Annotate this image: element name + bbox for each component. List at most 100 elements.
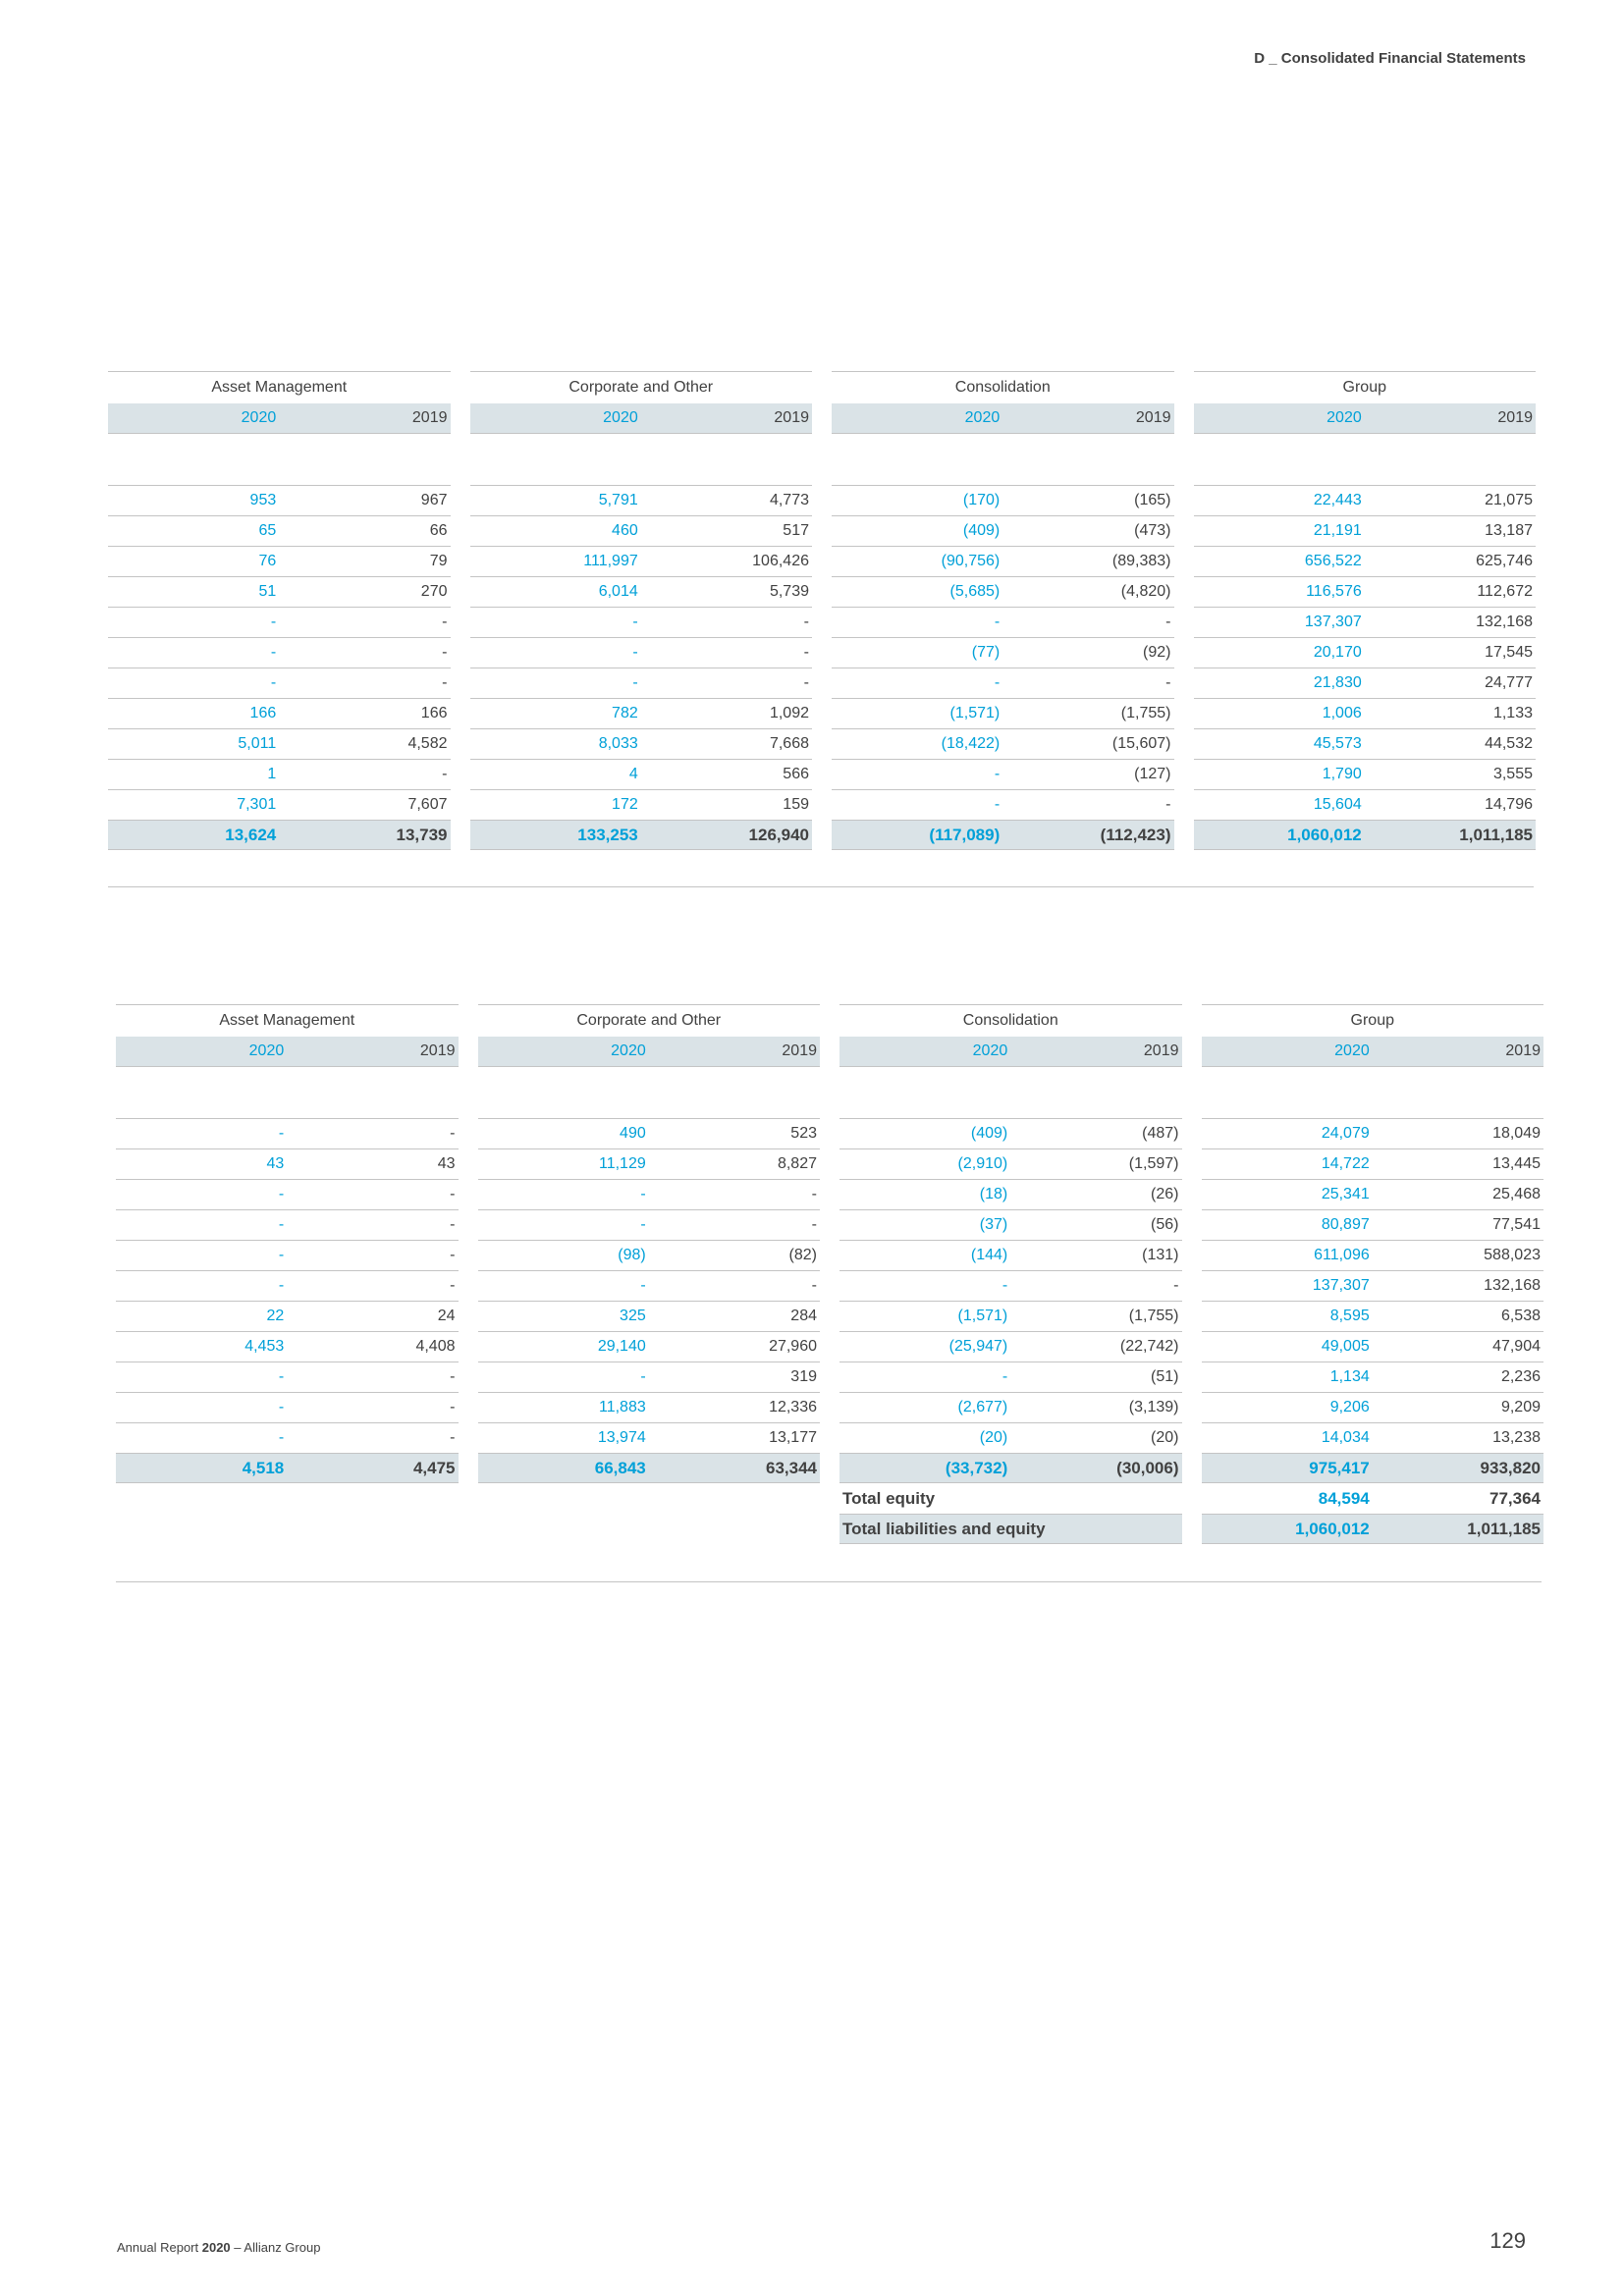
column-gap <box>451 607 470 637</box>
total-cell: 1,011,185 <box>1364 820 1536 850</box>
empty-cell <box>116 1514 839 1544</box>
year-header-row: 2020 2019 2020 2019 2020 2019 2020 2019 <box>108 403 1536 434</box>
total-row: 13,624 13,739 133,253 126,940 (117,089) (112,… <box>108 820 1536 850</box>
value-cell: 43 <box>116 1148 288 1179</box>
value-cell: 7,607 <box>279 789 451 820</box>
value-cell: (5,685) <box>832 576 1003 607</box>
total-equity-label: Total equity <box>842 1488 936 1508</box>
value-cell: 13,177 <box>648 1422 820 1453</box>
value-cell: - <box>648 1209 820 1240</box>
value-cell: - <box>108 607 280 637</box>
value-cell: - <box>832 667 1003 698</box>
value-cell: 517 <box>640 515 812 546</box>
value-cell: (409) <box>839 1118 1011 1148</box>
value-cell: - <box>469 607 641 637</box>
segment-header-consolidation: Consolidation <box>832 371 1174 403</box>
value-cell: (89,383) <box>1002 546 1174 576</box>
year-2019-corporate-and-other: 2019 <box>640 403 812 434</box>
column-gap <box>459 1392 478 1422</box>
total-equity-row: Total equity 84,594 77,364 <box>116 1483 1543 1514</box>
column-gap <box>1174 759 1194 789</box>
column-gap <box>812 789 832 820</box>
value-cell: (20) <box>839 1422 1011 1453</box>
value-cell: 132,168 <box>1372 1270 1543 1301</box>
total-cell: 1,060,012 <box>1193 820 1365 850</box>
assets-segment-table: Asset Management Corporate and Other Conso… <box>108 371 1536 850</box>
total-cell: 933,820 <box>1372 1453 1543 1483</box>
value-cell: 1,133 <box>1364 698 1536 728</box>
spacer-cell <box>108 434 1536 485</box>
value-cell: (165) <box>1002 485 1174 515</box>
value-cell: 45,573 <box>1193 728 1365 759</box>
total-equity-2020: 84,594 <box>1318 1488 1370 1508</box>
table-row: - -490 523 (409) (487) 24,079 18,049 <box>116 1118 1543 1148</box>
value-cell: 4,408 <box>287 1331 459 1362</box>
column-gap <box>820 1037 839 1067</box>
column-gap <box>1174 515 1194 546</box>
value-cell: (22,742) <box>1010 1331 1182 1362</box>
value-cell: 24 <box>287 1301 459 1331</box>
column-gap <box>451 759 470 789</box>
column-gap <box>812 607 832 637</box>
value-cell: (18,422) <box>832 728 1003 759</box>
value-cell: 1,134 <box>1201 1362 1373 1392</box>
year-2020-consolidation: 2020 <box>832 403 1003 434</box>
value-cell: 6,014 <box>469 576 641 607</box>
segment-header-corporate-and-other: Corporate and Other <box>477 1004 820 1037</box>
column-gap <box>451 667 470 698</box>
column-gap <box>1174 789 1194 820</box>
value-cell: (20) <box>1010 1422 1182 1453</box>
column-gap <box>1182 1240 1202 1270</box>
column-gap <box>820 1301 839 1331</box>
spacer-cell <box>116 1067 1543 1118</box>
value-cell: - <box>839 1270 1011 1301</box>
column-gap <box>1182 1483 1202 1514</box>
column-gap <box>820 1148 839 1179</box>
value-cell: - <box>116 1118 288 1148</box>
value-cell: - <box>640 607 812 637</box>
value-cell: 80,897 <box>1201 1209 1373 1240</box>
value-cell: 5,791 <box>469 485 641 515</box>
value-cell: 4,773 <box>640 485 812 515</box>
column-gap <box>459 1301 478 1331</box>
footer-report-suffix: – Allianz Group <box>230 2240 321 2255</box>
column-gap <box>459 1179 478 1209</box>
value-cell: 325 <box>477 1301 649 1331</box>
value-cell: - <box>287 1118 459 1148</box>
value-cell: 8,827 <box>648 1148 820 1179</box>
year-2020-corporate-and-other: 2020 <box>469 403 641 434</box>
value-cell: 14,034 <box>1201 1422 1373 1453</box>
empty-cell <box>116 1483 839 1514</box>
value-cell: (37) <box>839 1209 1011 1240</box>
value-cell: (25,947) <box>839 1331 1011 1362</box>
value-cell: (131) <box>1010 1240 1182 1270</box>
column-gap <box>1182 1331 1202 1362</box>
value-cell: 49,005 <box>1201 1331 1373 1362</box>
value-cell: 13,974 <box>477 1422 649 1453</box>
value-cell: - <box>279 637 451 667</box>
table-row: 22 24 325 284 (1,571) (1,755) 8,595 6,538 <box>116 1301 1543 1331</box>
value-cell: - <box>287 1422 459 1453</box>
column-gap <box>820 1004 839 1037</box>
value-cell: 11,129 <box>477 1148 649 1179</box>
value-cell: 4 <box>469 759 641 789</box>
value-cell: 8,595 <box>1201 1301 1373 1331</box>
value-cell: 106,426 <box>640 546 812 576</box>
column-gap <box>1174 546 1194 576</box>
value-cell: - <box>116 1179 288 1209</box>
value-cell: (56) <box>1010 1209 1182 1240</box>
value-cell: 782 <box>469 698 641 728</box>
value-cell: (26) <box>1010 1179 1182 1209</box>
value-cell: 5,011 <box>108 728 280 759</box>
value-cell: - <box>477 1270 649 1301</box>
column-gap <box>451 371 470 403</box>
total-cell: 126,940 <box>640 820 812 850</box>
column-gap <box>1182 1209 1202 1240</box>
column-gap <box>459 1331 478 1362</box>
column-gap <box>820 1179 839 1209</box>
value-cell: (409) <box>832 515 1003 546</box>
column-gap <box>451 485 470 515</box>
footer-report-prefix: Annual Report <box>117 2240 202 2255</box>
value-cell: 9,206 <box>1201 1392 1373 1422</box>
value-cell: - <box>287 1179 459 1209</box>
